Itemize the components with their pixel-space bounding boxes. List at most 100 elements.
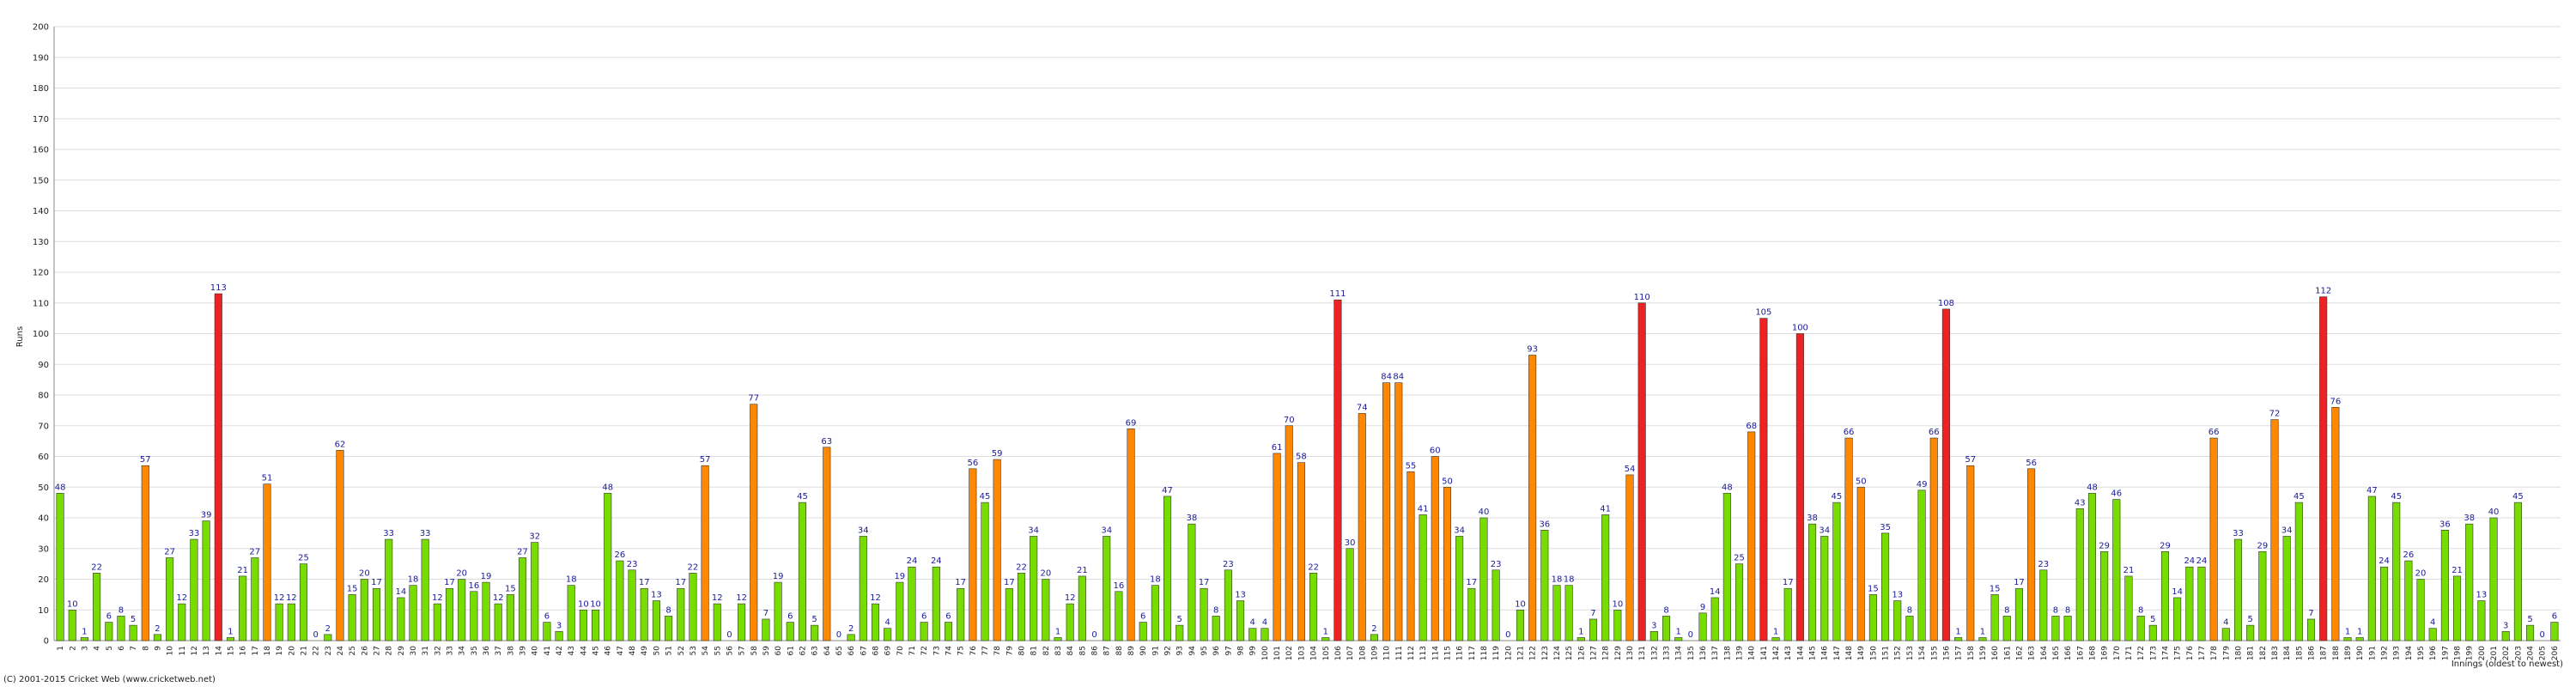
value-label: 93 <box>1527 345 1538 355</box>
value-label: 5 <box>811 615 817 624</box>
bar <box>579 609 587 641</box>
y-tick-label: 50 <box>38 483 49 493</box>
x-tick-label: 162 <box>2015 646 2024 660</box>
value-label: 34 <box>1454 526 1465 535</box>
bar <box>1966 465 1975 641</box>
value-label: 18 <box>408 575 419 585</box>
bar <box>239 575 247 641</box>
x-tick-label: 190 <box>2356 646 2365 660</box>
value-label: 1 <box>2345 627 2350 636</box>
bar <box>93 573 101 641</box>
value-label: 1 <box>1675 627 1680 636</box>
value-label: 10 <box>67 599 78 609</box>
bar <box>531 542 539 641</box>
bar <box>385 538 393 641</box>
bar <box>214 293 222 641</box>
x-tick-label: 38 <box>507 646 515 656</box>
value-label: 23 <box>1491 560 1502 569</box>
bar <box>1528 355 1537 641</box>
bar <box>677 587 685 641</box>
value-label: 45 <box>2293 492 2305 502</box>
x-tick-label: 186 <box>2308 646 2317 660</box>
value-label: 16 <box>468 581 479 591</box>
value-label: 54 <box>1625 465 1636 474</box>
x-tick-label: 177 <box>2198 646 2207 660</box>
bar <box>1710 597 1719 641</box>
value-label: 45 <box>2512 492 2524 502</box>
value-label: 34 <box>2281 526 2293 535</box>
value-label: 14 <box>395 587 406 597</box>
x-tick-label: 79 <box>1005 646 1014 656</box>
bar <box>2014 587 2023 641</box>
x-tick-label: 116 <box>1456 646 1465 660</box>
x-tick-label: 141 <box>1760 646 1769 660</box>
x-tick-label: 41 <box>544 646 552 655</box>
value-label: 17 <box>1004 578 1015 587</box>
x-tick-label: 58 <box>750 646 759 656</box>
x-tick-label: 172 <box>2137 646 2146 660</box>
x-tick-label: 123 <box>1541 646 1550 660</box>
value-label: 72 <box>2269 410 2281 419</box>
bar <box>2513 502 2522 641</box>
value-label: 69 <box>1126 418 1137 428</box>
x-tick-label: 33 <box>447 646 455 655</box>
bar <box>421 538 429 641</box>
bar <box>1054 637 1062 641</box>
bar <box>129 624 137 641</box>
bar <box>1893 600 1902 641</box>
x-tick-label: 20 <box>288 646 296 656</box>
x-tick-label: 90 <box>1139 646 1148 656</box>
x-tick-label: 145 <box>1809 646 1818 660</box>
bar <box>2355 637 2364 641</box>
value-label: 29 <box>2099 541 2110 550</box>
x-tick-label: 101 <box>1273 646 1282 660</box>
y-tick-label: 30 <box>38 544 49 554</box>
value-label: 5 <box>2527 615 2532 624</box>
bar <box>482 581 490 641</box>
x-tick-label: 113 <box>1419 646 1428 660</box>
value-label: 8 <box>118 605 124 615</box>
x-tick-label: 154 <box>1918 646 1927 660</box>
y-axis-label: Runs <box>15 326 25 347</box>
bar <box>372 587 381 641</box>
x-tick-label: 181 <box>2247 646 2256 660</box>
bar <box>2501 630 2510 641</box>
bar <box>1722 493 1731 641</box>
bar <box>701 465 709 641</box>
bar <box>226 637 235 641</box>
value-label: 7 <box>2308 609 2313 618</box>
x-tick-label: 85 <box>1078 646 1087 655</box>
value-label: 8 <box>2138 605 2143 615</box>
x-tick-label: 26 <box>361 646 369 656</box>
bar <box>1467 587 1476 641</box>
bar <box>1795 333 1804 641</box>
value-label: 19 <box>481 572 492 581</box>
bar <box>932 566 940 641</box>
x-tick-label: 160 <box>1991 646 2000 660</box>
value-label: 60 <box>1430 447 1441 456</box>
x-tick-label: 86 <box>1091 646 1100 656</box>
bar <box>56 493 64 641</box>
x-tick-label: 171 <box>2125 646 2134 660</box>
bar <box>80 637 88 641</box>
bar <box>2331 406 2340 641</box>
bar <box>1637 302 1646 641</box>
x-tick-label: 83 <box>1054 646 1063 655</box>
value-label: 1 <box>1323 627 1328 636</box>
x-tick-label: 21 <box>300 646 308 655</box>
y-tick-label: 70 <box>38 422 49 431</box>
x-tick-label: 195 <box>2417 646 2426 660</box>
x-tick-label: 140 <box>1748 646 1757 660</box>
value-label: 45 <box>980 492 991 502</box>
value-label: 33 <box>2233 529 2244 538</box>
value-label: 15 <box>1990 584 2001 593</box>
x-tick-label: 49 <box>641 646 649 656</box>
value-label: 55 <box>1406 461 1417 471</box>
bar <box>2209 437 2218 641</box>
value-label: 2 <box>155 624 160 634</box>
value-label: 17 <box>1466 578 1477 587</box>
bar <box>506 594 514 641</box>
value-label: 0 <box>836 630 841 640</box>
bar <box>1297 462 1305 641</box>
x-tick-label: 8 <box>142 646 150 651</box>
